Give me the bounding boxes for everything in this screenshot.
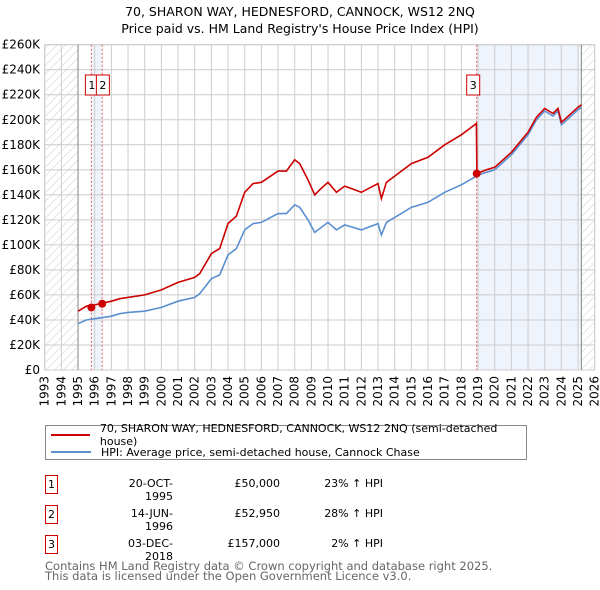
transaction-price: £50,000: [234, 477, 281, 490]
footer-copyright: Contains HM Land Registry data © Crown c…: [45, 559, 493, 573]
y-tick-label: £140K: [2, 188, 42, 202]
x-tick-label: 1999: [138, 376, 152, 407]
x-tick-label: 2018: [454, 376, 468, 407]
x-tick-label: 2023: [538, 376, 552, 407]
price-chart: 70, SHARON WAY, HEDNESFORD, CANNOCK, WS1…: [2, 4, 600, 407]
x-tick-label: 2010: [321, 376, 335, 407]
no-data-region: [581, 44, 595, 370]
ownership-band: [476, 44, 582, 370]
transaction-hpi-diff: 28% ↑ HPI: [324, 507, 383, 520]
x-tick-label: 2021: [504, 376, 518, 407]
sale-label: 3: [470, 79, 477, 92]
sale-point: [87, 303, 96, 312]
sale-label: 1: [88, 79, 95, 92]
x-tick-label: 2007: [271, 376, 285, 407]
y-tick-label: £100K: [2, 238, 42, 252]
x-tick-label: 2000: [154, 376, 168, 407]
chart-title: 70, SHARON WAY, HEDNESFORD, CANNOCK, WS1…: [125, 4, 475, 19]
x-tick-label: 2009: [304, 376, 318, 407]
legend-label-property: 70, SHARON WAY, HEDNESFORD, CANNOCK, WS1…: [99, 422, 498, 448]
legend-label-hpi: HPI: Average price, semi-detached house,…: [101, 445, 420, 459]
legend-item-property: 70, SHARON WAY, HEDNESFORD, CANNOCK, WS1…: [46, 422, 526, 448]
transaction-price: £52,950: [234, 507, 281, 520]
x-tick-label: 2012: [354, 376, 368, 407]
x-tick-label: 2016: [421, 376, 435, 407]
y-tick-label: £200K: [2, 113, 42, 127]
transaction-marker: 2: [45, 505, 58, 524]
y-tick-label: £20K: [9, 338, 41, 352]
y-tick-label: £80K: [9, 263, 41, 277]
transaction-date: 03-DEC-2018: [127, 537, 173, 563]
legend-swatch-property: [51, 434, 90, 436]
transaction-price: £157,000: [227, 537, 281, 550]
x-tick-label: 2026: [588, 376, 600, 407]
x-tick-label: 2006: [254, 376, 268, 407]
transaction-hpi-diff: 2% ↑ HPI: [331, 537, 383, 550]
x-tick-label: 1996: [88, 376, 102, 407]
x-tick-label: 2005: [238, 376, 252, 407]
y-tick-label: £120K: [2, 213, 42, 227]
x-tick-label: 1994: [54, 376, 68, 407]
chart-subtitle: Price paid vs. HM Land Registry's House …: [121, 21, 478, 36]
transaction-hpi-diff: 23% ↑ HPI: [324, 477, 383, 490]
x-tick-label: 2022: [521, 376, 535, 407]
x-tick-label: 2025: [571, 376, 585, 407]
y-tick-label: £260K: [2, 38, 42, 52]
y-tick-label: £0: [25, 363, 40, 377]
x-tick-label: 2003: [204, 376, 218, 407]
x-tick-label: 1998: [121, 376, 135, 407]
legend-item-hpi: HPI: Average price, semi-detached house,…: [46, 444, 420, 460]
x-tick-label: 2008: [288, 376, 302, 407]
plot-border: [44, 44, 596, 371]
x-tick-label: 1995: [71, 376, 85, 407]
x-tick-label: 2002: [188, 376, 202, 407]
transaction-date: 14-JUN-1996: [130, 507, 173, 533]
footer-licence: This data is licensed under the Open Gov…: [45, 569, 412, 583]
y-tick-label: £160K: [2, 163, 42, 177]
x-tick-label: 2011: [338, 376, 352, 407]
x-tick-label: 2004: [221, 376, 235, 407]
y-tick-label: £240K: [2, 63, 42, 77]
sale-point: [98, 299, 107, 308]
x-tick-label: 1997: [104, 376, 118, 407]
x-tick-label: 2013: [371, 376, 385, 407]
x-tick-label: 2001: [171, 376, 185, 407]
transaction-date: 20-OCT-1995: [128, 477, 173, 503]
x-tick-label: 2015: [404, 376, 418, 407]
y-tick-label: £220K: [2, 88, 42, 102]
x-tick-label: 2019: [471, 376, 485, 407]
x-tick-label: 2020: [488, 376, 502, 407]
x-tick-label: 1993: [38, 376, 52, 407]
y-tick-label: £180K: [2, 138, 42, 152]
legend-swatch-hpi: [51, 451, 91, 453]
x-tick-label: 2014: [388, 376, 402, 407]
sale-point: [472, 169, 481, 178]
transaction-marker: 3: [45, 535, 58, 554]
y-tick-label: £60K: [9, 288, 41, 302]
legend: 70, SHARON WAY, HEDNESFORD, CANNOCK, WS1…: [45, 422, 527, 460]
y-tick-label: £40K: [9, 313, 41, 327]
footer: Contains HM Land Registry data © Crown c…: [45, 559, 493, 583]
hpi-line: [77, 106, 582, 325]
sale-label-box: [466, 74, 481, 96]
transaction-marker: 1: [45, 475, 58, 494]
ownership-band: [91, 44, 103, 370]
sale-label-box: [95, 74, 110, 96]
sale-label: 2: [99, 79, 106, 92]
x-tick-label: 2024: [554, 376, 568, 407]
x-tick-label: 2017: [438, 376, 452, 407]
property-price-line: [77, 104, 582, 312]
